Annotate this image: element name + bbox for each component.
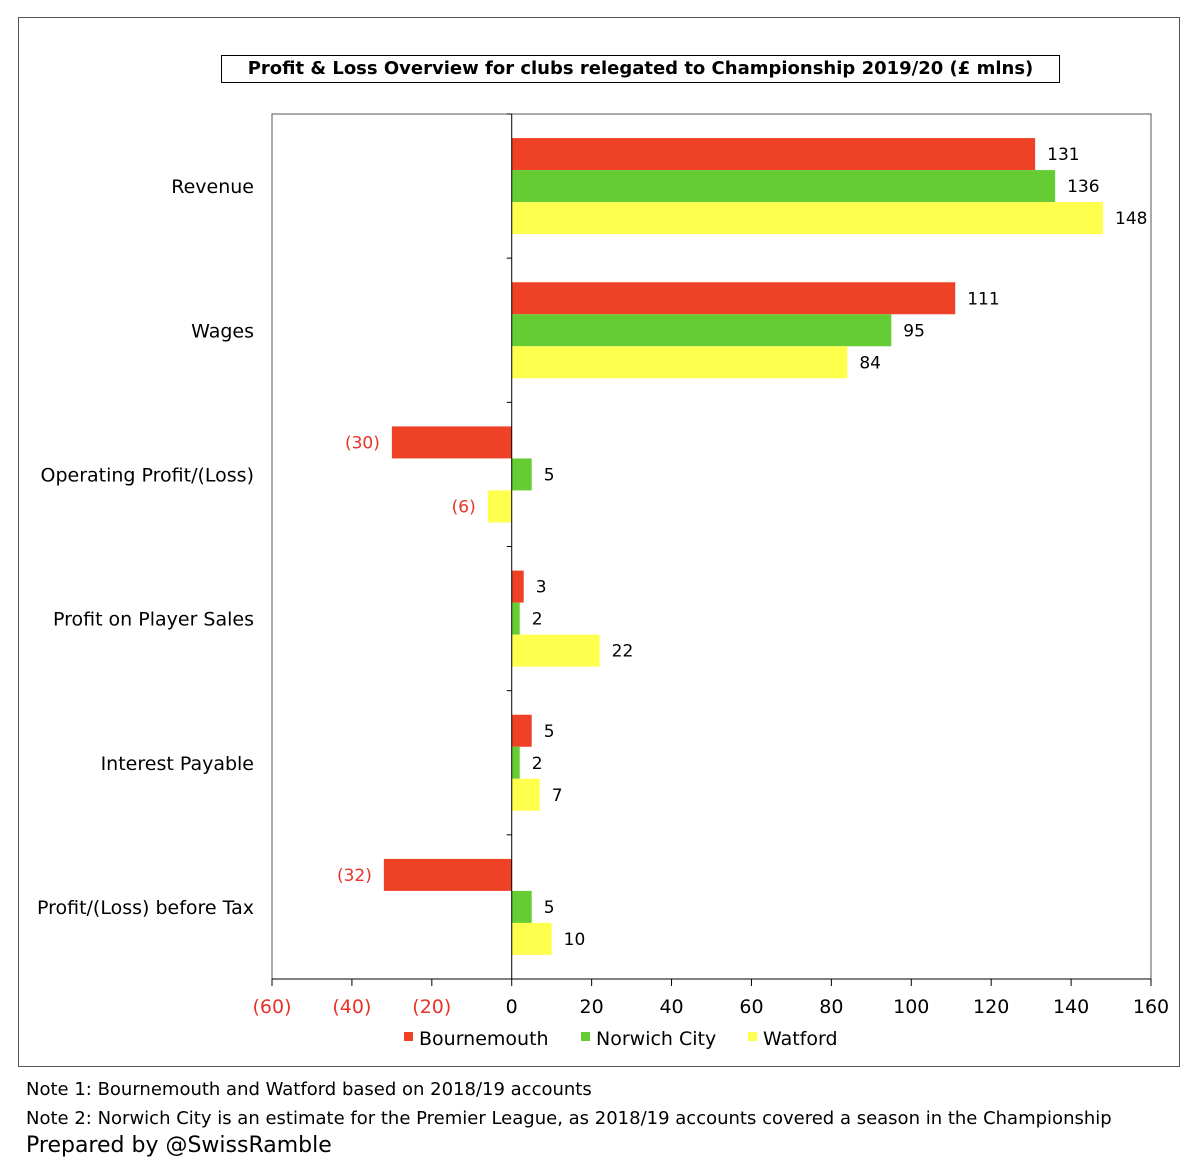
x-tick-label: (60) (252, 996, 291, 1018)
x-tick-label: 60 (739, 996, 763, 1018)
chart-title: Profit & Loss Overview for clubs relegat… (221, 55, 1060, 83)
x-tick-label: 20 (580, 996, 604, 1018)
legend-swatch (748, 1032, 757, 1041)
bar (511, 778, 540, 811)
category-label: Operating Profit/(Loss) (41, 464, 255, 486)
bar (511, 138, 1036, 171)
legend-label: Norwich City (596, 1028, 716, 1050)
plot-area (271, 113, 1152, 980)
bar (511, 570, 524, 603)
data-label: 111 (967, 289, 999, 309)
data-label: (32) (337, 866, 372, 886)
data-label: 10 (564, 930, 586, 950)
bar (511, 314, 892, 347)
data-label: 7 (552, 786, 563, 806)
bar (391, 426, 512, 459)
data-label: 148 (1115, 209, 1147, 229)
x-tick-label: (20) (412, 996, 451, 1018)
category-label: Wages (191, 320, 254, 342)
bar (511, 170, 1056, 203)
data-label: 131 (1047, 145, 1079, 165)
data-label: 95 (903, 321, 925, 341)
data-label: 3 (536, 578, 547, 598)
data-label: (30) (345, 433, 380, 453)
legend-label: Watford (763, 1028, 838, 1050)
data-label: 2 (532, 610, 543, 630)
x-tick-label: 80 (819, 996, 843, 1018)
data-label: 5 (544, 465, 555, 485)
x-tick-label: 120 (973, 996, 1009, 1018)
bar (511, 458, 532, 491)
bar (511, 602, 520, 635)
prepared-by: Prepared by @SwissRamble (26, 1133, 332, 1158)
x-tick-label: 100 (893, 996, 929, 1018)
data-label: 5 (544, 722, 555, 742)
bar (511, 890, 532, 923)
category-label: Profit on Player Sales (53, 609, 254, 631)
legend-label: Bournemouth (419, 1028, 549, 1050)
x-tick-label: 0 (506, 996, 518, 1018)
x-tick-label: 160 (1133, 996, 1169, 1018)
category-label: Profit/(Loss) before Tax (37, 897, 254, 919)
bar (487, 490, 512, 523)
bar (511, 202, 1104, 235)
data-label: (6) (452, 497, 476, 517)
legend-swatch (581, 1032, 590, 1041)
bar (511, 346, 848, 379)
data-label: 22 (612, 642, 634, 662)
data-label: 2 (532, 754, 543, 774)
data-label: 5 (544, 898, 555, 918)
chart-frame (18, 17, 1180, 1067)
category-label: Interest Payable (101, 753, 254, 775)
bar (511, 634, 600, 667)
bar (511, 922, 552, 955)
note-2: Note 2: Norwich City is an estimate for … (26, 1108, 1112, 1129)
category-label: Revenue (171, 176, 254, 198)
x-tick-label: (40) (332, 996, 371, 1018)
note-1: Note 1: Bournemouth and Watford based on… (26, 1079, 592, 1100)
x-tick-label: 140 (1053, 996, 1089, 1018)
data-label: 136 (1067, 177, 1099, 197)
data-label: 84 (859, 353, 881, 373)
bar (511, 714, 532, 747)
bar (383, 858, 512, 891)
bar (511, 746, 520, 779)
bar (511, 282, 956, 315)
legend-swatch (404, 1032, 413, 1041)
x-tick-label: 40 (659, 996, 683, 1018)
